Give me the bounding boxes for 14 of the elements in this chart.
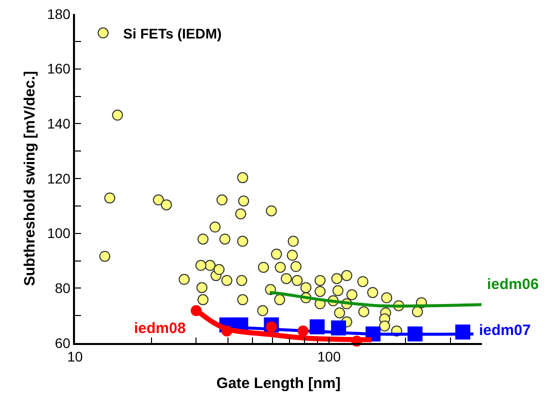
y-tick-label: 80: [54, 280, 71, 296]
y-axis-title: Subthreshold swing [mV/dec.]: [22, 70, 38, 286]
legend-label: Si FETs (IEDM): [123, 25, 222, 42]
x-axis-title: Gate Length [nm]: [216, 375, 341, 392]
y-tick-label: 140: [47, 116, 71, 132]
x-tick-label: 10: [67, 348, 83, 365]
series-label: iedm08: [134, 320, 186, 337]
y-tick-label: 120: [47, 170, 71, 186]
y-tick-label: 100: [47, 225, 71, 242]
series-label: iedm06: [487, 276, 539, 293]
series-label: iedm07: [479, 322, 531, 339]
y-tick-label: 60: [54, 334, 71, 351]
y-tick-label: 160: [47, 60, 71, 77]
y-tick-label: 180: [47, 6, 71, 22]
